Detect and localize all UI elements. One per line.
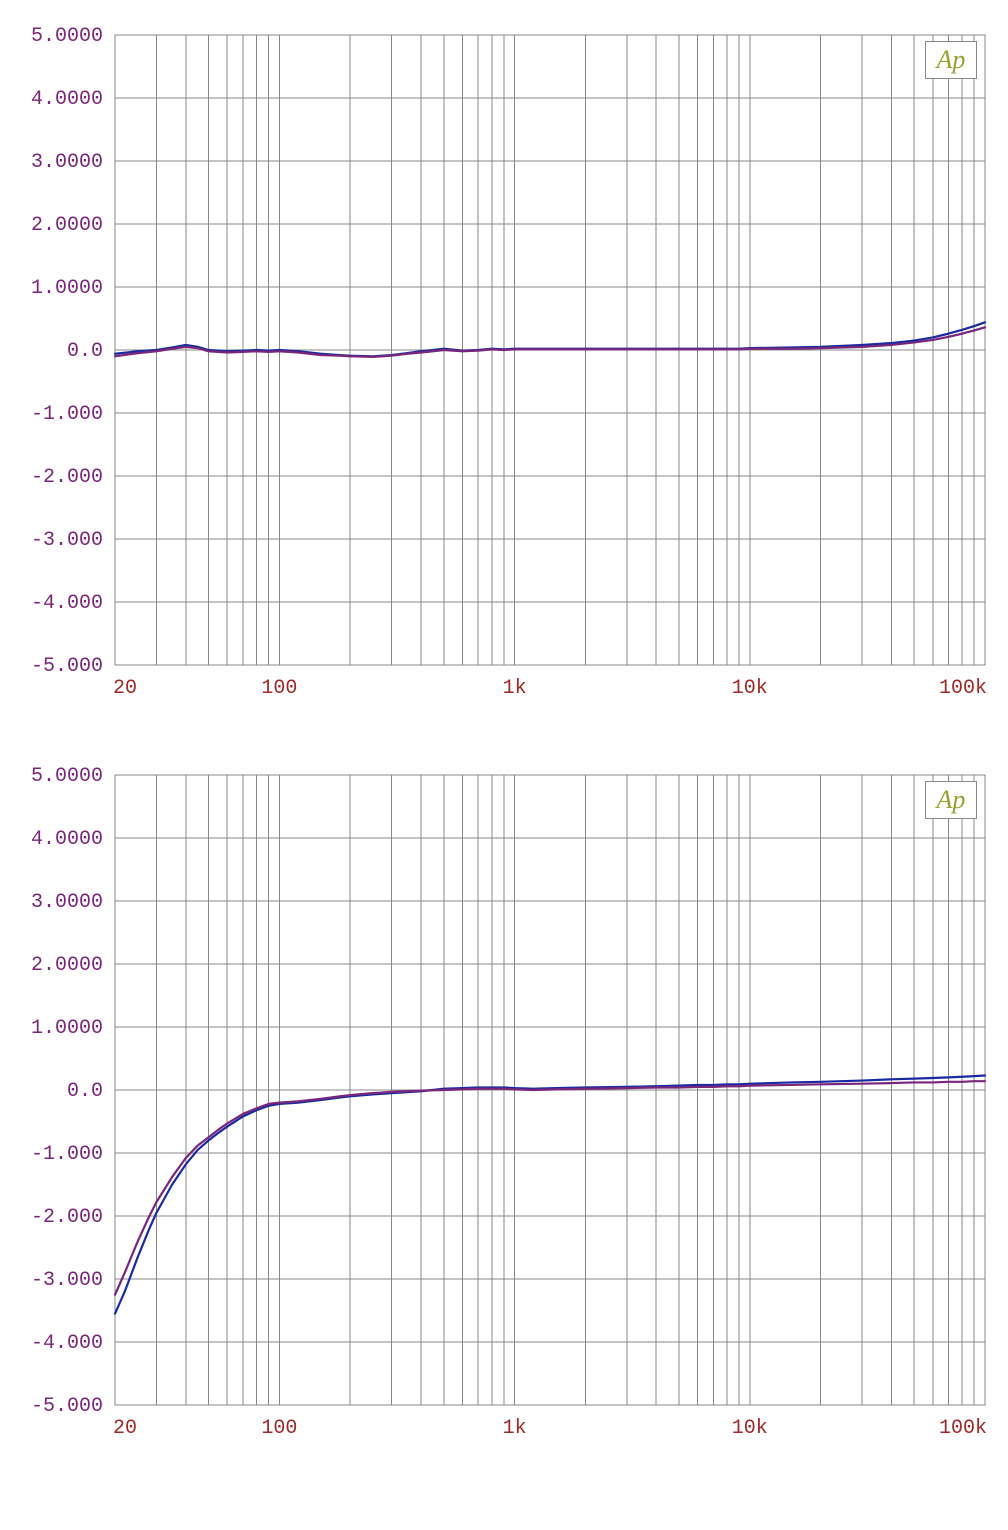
y-tick-label: -1.000 xyxy=(31,1143,103,1166)
y-tick-label: -2.000 xyxy=(31,466,103,489)
x-tick-label: 1k xyxy=(503,677,527,700)
charts-page: 5.0000 4.0000 3.0000 2.0000 1.0000 0.0 -1.000 -… xyxy=(0,0,1008,1530)
y-tick-label: 2.0000 xyxy=(31,954,103,977)
ap-badge-2: Ap xyxy=(925,781,977,819)
chart-2-svg: 5.0000 4.0000 3.0000 2.0000 1.0000 0.0 -1.000 -… xyxy=(0,760,1008,1460)
x-tick-label: 10k xyxy=(732,1417,768,1440)
y-tick-label: 3.0000 xyxy=(31,891,103,914)
y-tick-label: -4.000 xyxy=(31,592,103,615)
y-tick-label: -5.000 xyxy=(31,655,103,678)
y-tick-label: 5.0000 xyxy=(31,25,103,48)
y-tick-label: 4.0000 xyxy=(31,828,103,851)
x-tick-label: 20 xyxy=(113,1417,137,1440)
y-tick-label: 1.0000 xyxy=(31,1017,103,1040)
ap-badge-label: Ap xyxy=(937,45,966,74)
y-tick-label: -5.000 xyxy=(31,1395,103,1418)
y-tick-label: -4.000 xyxy=(31,1332,103,1355)
ap-badge-1: Ap xyxy=(925,41,977,79)
x-tick-label: 100 xyxy=(261,677,297,700)
y-tick-label: 5.0000 xyxy=(31,765,103,788)
chart-1: 5.0000 4.0000 3.0000 2.0000 1.0000 0.0 -1.000 -… xyxy=(0,20,1008,720)
y-tick-label: 0.0 xyxy=(67,1080,103,1103)
chart-1-svg: 5.0000 4.0000 3.0000 2.0000 1.0000 0.0 -1.000 -… xyxy=(0,20,1008,720)
y-tick-label: 4.0000 xyxy=(31,88,103,111)
y-tick-label: -2.000 xyxy=(31,1206,103,1229)
x-tick-label: 10k xyxy=(732,677,768,700)
y-tick-label: 2.0000 xyxy=(31,214,103,237)
x-tick-label: 1k xyxy=(503,1417,527,1440)
y-tick-label: 0.0 xyxy=(67,340,103,363)
x-tick-label: 20 xyxy=(113,677,137,700)
y-tick-label: -1.000 xyxy=(31,403,103,426)
y-tick-label: 3.0000 xyxy=(31,151,103,174)
x-tick-label: 100 xyxy=(261,1417,297,1440)
chart-2: 5.0000 4.0000 3.0000 2.0000 1.0000 0.0 -1.000 -… xyxy=(0,760,1008,1460)
x-tick-label: 100k xyxy=(939,1417,987,1440)
ap-badge-label: Ap xyxy=(937,785,966,814)
y-tick-label: -3.000 xyxy=(31,529,103,552)
y-tick-label: -3.000 xyxy=(31,1269,103,1292)
y-tick-label: 1.0000 xyxy=(31,277,103,300)
x-tick-label: 100k xyxy=(939,677,987,700)
